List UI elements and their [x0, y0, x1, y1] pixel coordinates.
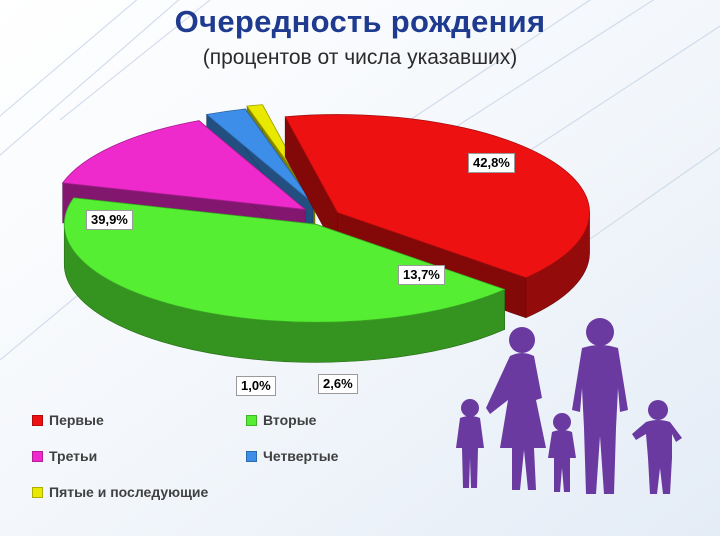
page-subtitle: (процентов от числа указавших)	[202, 46, 518, 69]
chart-legend: Первые Вторые Третьи Четвертые Пятые и после…	[32, 404, 432, 504]
legend-swatch	[246, 450, 257, 462]
data-label-3: 13,7%	[398, 265, 445, 285]
data-label-1: 39,9%	[86, 210, 133, 230]
legend-label: Четвертые	[263, 448, 339, 464]
legend-swatch	[32, 450, 43, 462]
legend-item-2: Вторые	[246, 412, 316, 428]
data-label-2: 42,8%	[468, 153, 515, 173]
legend-label: Первые	[49, 412, 104, 428]
family-silhouette-icon	[456, 318, 682, 494]
legend-label: Пятые и последующие	[49, 484, 209, 500]
legend-swatch	[246, 414, 257, 426]
legend-item-4: Четвертые	[246, 448, 338, 464]
legend-swatch	[32, 414, 43, 426]
data-label-4: 2,6%	[318, 374, 358, 394]
page-title: Очередность рождения	[174, 4, 546, 39]
legend-swatch	[32, 486, 43, 498]
data-label-5: 1,0%	[236, 376, 276, 396]
legend-item-5: Пятые и последующие	[32, 484, 208, 500]
legend-item-3: Третьи	[32, 448, 97, 464]
legend-label: Третьи	[49, 448, 98, 464]
legend-item-1: Первые	[32, 412, 104, 428]
pie-slice-2	[63, 197, 506, 363]
legend-label: Вторые	[263, 412, 317, 428]
